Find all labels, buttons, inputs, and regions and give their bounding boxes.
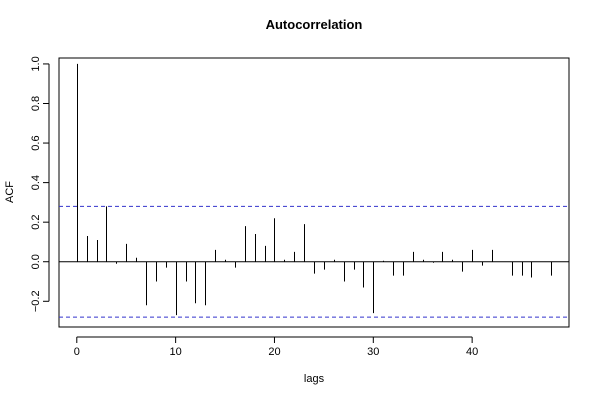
x-tick-label: 10 [170,346,182,358]
y-axis-label: ACF [4,181,16,203]
y-tick-label: 0.0 [30,254,42,269]
chart-marks [59,63,569,318]
x-tick-label: 40 [466,346,478,358]
axis-ticks: 0 10 20 30 40 −0.2 0.0 0.2 0.4 0.6 0.8 1.0 [30,56,478,358]
y-tick-label: 1.0 [30,56,42,71]
x-tick-label: 0 [74,346,80,358]
y-tick-label: 0.2 [30,215,42,230]
plot-frame [58,57,570,328]
y-tick-label: 0.6 [30,135,42,150]
x-axis-label: lags [304,373,325,385]
chart-title: Autocorrelation [266,17,363,32]
y-tick-label: 0.4 [30,175,42,190]
y-tick-label: 0.8 [30,96,42,111]
y-tick-label: −0.2 [30,290,42,312]
x-tick-label: 30 [367,346,379,358]
x-tick-label: 20 [268,346,280,358]
